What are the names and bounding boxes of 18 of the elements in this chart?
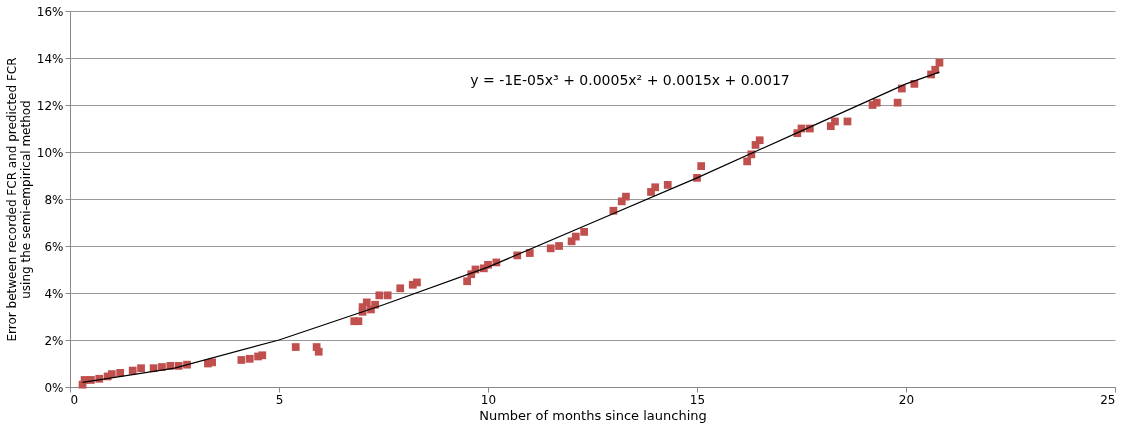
x-tick-label: 5	[275, 392, 284, 407]
annotation: y = -1E-05x³ + 0.0005x² + 0.0015x + 0.0017	[470, 72, 790, 88]
y-tick-label: 10%	[36, 145, 64, 160]
y-tick-label: 0%	[44, 380, 64, 395]
y-tick-label: 6%	[44, 239, 64, 254]
y-tick-label: 4%	[44, 286, 64, 301]
y-tick-label: 16%	[36, 4, 64, 19]
x-tick-label: 0	[70, 392, 79, 407]
x-tick-label: 10	[480, 392, 497, 407]
y-axis-title: Error between recorded FCR and predicted FCR using the semi-empirical method	[4, 57, 33, 342]
x-axis-title: Number of months since launching	[479, 407, 707, 423]
x-tick-label: 15	[689, 392, 706, 407]
y-tick-label: 14%	[36, 51, 64, 66]
y-tick-label: 12%	[36, 98, 64, 113]
y-tick-label: 2%	[44, 333, 64, 348]
x-tick-label: 20	[898, 392, 915, 407]
y-tick-label: 8%	[44, 192, 64, 207]
x-tick-label: 25	[1100, 392, 1116, 407]
